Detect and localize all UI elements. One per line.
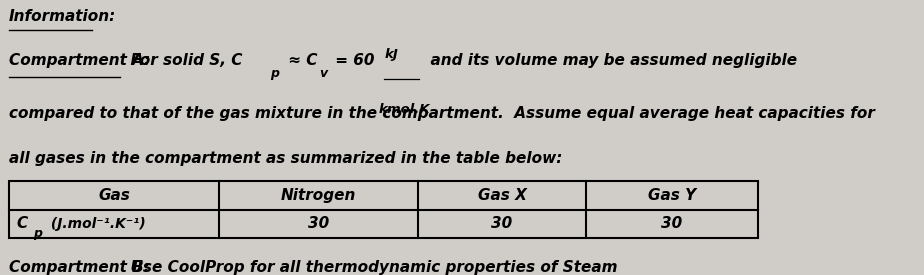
Text: p: p <box>271 67 279 80</box>
Text: Gas Y: Gas Y <box>648 188 696 203</box>
Text: 30: 30 <box>662 216 683 232</box>
Text: C: C <box>17 216 28 232</box>
Text: 30: 30 <box>308 216 329 232</box>
Text: Gas X: Gas X <box>478 188 527 203</box>
Text: v: v <box>320 67 327 80</box>
Text: Information:: Information: <box>9 9 116 24</box>
FancyBboxPatch shape <box>9 182 758 238</box>
Text: kJ: kJ <box>385 48 399 61</box>
Text: 30: 30 <box>492 216 513 232</box>
Text: (J.mol⁻¹.K⁻¹): (J.mol⁻¹.K⁻¹) <box>45 217 145 231</box>
Text: Use CoolProp for all thermodynamic properties of Steam: Use CoolProp for all thermodynamic prope… <box>120 260 617 275</box>
Text: Nitrogen: Nitrogen <box>281 188 357 203</box>
Text: = 60: = 60 <box>330 53 374 68</box>
Text: Compartment B:: Compartment B: <box>9 260 150 275</box>
Text: ≈ C: ≈ C <box>283 53 317 68</box>
Text: compared to that of the gas mixture in the compartment.  Assume equal average he: compared to that of the gas mixture in t… <box>9 106 875 121</box>
Text: Compartment A:: Compartment A: <box>9 53 151 68</box>
Text: all gases in the compartment as summarized in the table below:: all gases in the compartment as summariz… <box>9 151 563 166</box>
Text: Gas: Gas <box>98 188 130 203</box>
Text: kmol.K: kmol.K <box>379 103 431 116</box>
Text: p: p <box>33 227 43 240</box>
Text: and its volume may be assumed negligible: and its volume may be assumed negligible <box>420 53 797 68</box>
Text: For solid S, C: For solid S, C <box>120 53 242 68</box>
